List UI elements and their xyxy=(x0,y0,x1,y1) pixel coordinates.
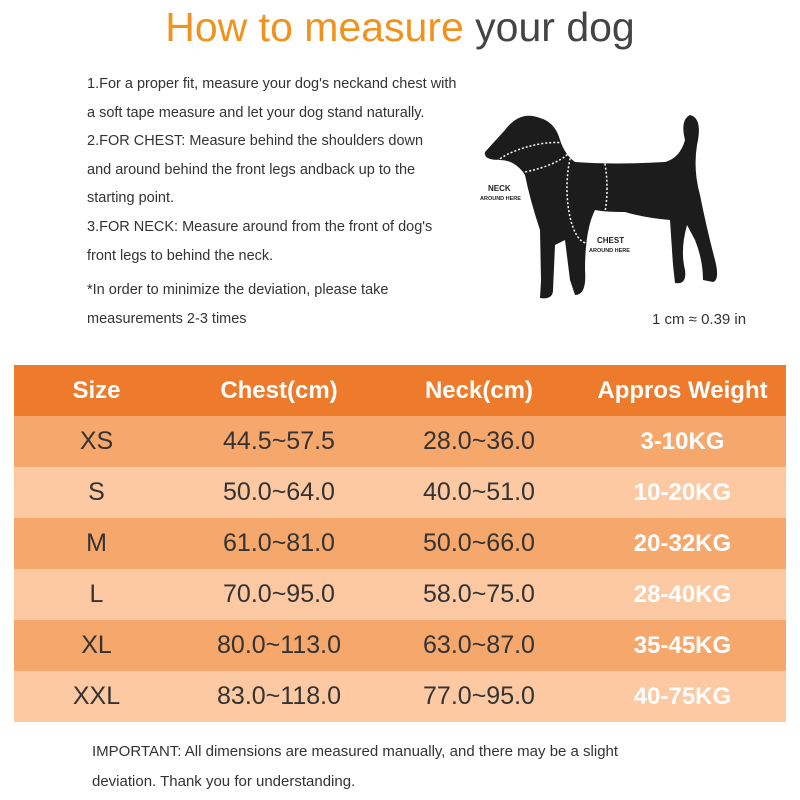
chest-cell: 80.0~113.0 xyxy=(217,631,341,659)
table-row: XS 44.5~57.5 28.0~36.0 3-10KG xyxy=(14,416,786,467)
size-cell: M xyxy=(86,529,107,557)
important-note: IMPORTANT: All dimensions are measured m… xyxy=(92,737,618,797)
neck-cell: 63.0~87.0 xyxy=(423,631,535,659)
size-cell: L xyxy=(89,580,104,608)
instruction-line: starting point. xyxy=(87,190,175,206)
weight-cell: 20-32KG xyxy=(633,529,732,557)
size-cell: XL xyxy=(81,631,112,659)
neck-label: NECK xyxy=(488,184,511,193)
size-cell: S xyxy=(88,478,105,506)
weight-cell: 10-20KG xyxy=(633,478,732,506)
instruction-line: 2.FOR CHEST: Measure behind the shoulder… xyxy=(87,133,424,149)
important-line: IMPORTANT: All dimensions are measured m… xyxy=(92,743,619,760)
chest-sublabel: AROUND HERE xyxy=(589,248,630,254)
neck-cell: 40.0~51.0 xyxy=(423,478,535,506)
size-cell: XS xyxy=(79,427,114,455)
chest-cell: 44.5~57.5 xyxy=(223,427,335,455)
size-table: Size Chest(cm) Neck(cm) Appros Weight XS… xyxy=(14,365,786,722)
table-row: XXL 83.0~118.0 77.0~95.0 40-75KG xyxy=(14,671,786,722)
dog-silhouette-diagram: NECK AROUND HERE CHEST AROUND HERE xyxy=(480,115,718,299)
instruction-line: a soft tape measure and let your dog sta… xyxy=(87,105,425,121)
table-row: L 70.0~95.0 58.0~75.0 28-40KG xyxy=(14,569,786,620)
instruction-note: *In order to minimize the deviation, ple… xyxy=(87,282,389,298)
neck-sublabel: AROUND HERE xyxy=(480,196,521,202)
header-size: Size xyxy=(72,376,121,404)
dog-silhouette xyxy=(484,115,718,299)
instruction-note: measurements 2-3 times xyxy=(87,311,247,327)
table-row: XL 80.0~113.0 63.0~87.0 35-45KG xyxy=(14,620,786,671)
header-chest: Chest(cm) xyxy=(220,376,338,404)
chest-cell: 83.0~118.0 xyxy=(217,682,341,710)
neck-cell: 50.0~66.0 xyxy=(423,529,535,557)
table-row: S 50.0~64.0 40.0~51.0 10-20KG xyxy=(14,467,786,518)
chest-cell: 61.0~81.0 xyxy=(223,529,335,557)
weight-cell: 35-45KG xyxy=(633,631,732,659)
chest-cell: 70.0~95.0 xyxy=(223,580,335,608)
important-line: deviation. Thank you for understanding. xyxy=(92,773,356,790)
instruction-line: 1.For a proper fit, measure your dog's n… xyxy=(87,76,457,92)
unit-conversion: 1 cm ≈ 0.39 in xyxy=(652,311,747,328)
chest-label: CHEST xyxy=(597,236,624,245)
page-title: How to measure your dog xyxy=(165,4,635,50)
size-cell: XXL xyxy=(72,682,121,710)
table-row: M 61.0~81.0 50.0~66.0 20-32KG xyxy=(14,518,786,569)
weight-cell: 28-40KG xyxy=(633,580,732,608)
weight-cell: 3-10KG xyxy=(640,427,725,455)
instruction-line: and around behind the front legs andback… xyxy=(87,162,416,178)
table-header: Size Chest(cm) Neck(cm) Appros Weight xyxy=(14,365,786,416)
chest-measure-loop xyxy=(566,132,608,244)
instruction-line: 3.FOR NECK: Measure around from the fron… xyxy=(87,219,433,235)
header-weight: Appros Weight xyxy=(597,376,768,404)
neck-cell: 77.0~95.0 xyxy=(423,682,535,710)
weight-cell: 40-75KG xyxy=(633,682,732,710)
header-neck: Neck(cm) xyxy=(424,376,534,404)
neck-cell: 58.0~75.0 xyxy=(423,580,535,608)
neck-cell: 28.0~36.0 xyxy=(423,427,535,455)
chest-cell: 50.0~64.0 xyxy=(223,478,335,506)
instruction-line: front legs to behind the neck. xyxy=(87,248,274,264)
